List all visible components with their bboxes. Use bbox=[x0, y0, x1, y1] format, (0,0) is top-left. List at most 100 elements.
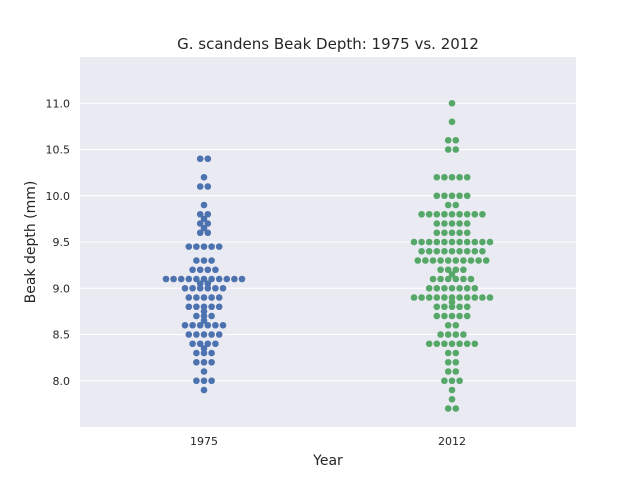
data-point-1975 bbox=[170, 275, 177, 283]
y-tick-label: 10.0 bbox=[46, 190, 71, 203]
data-point-2012 bbox=[437, 266, 444, 274]
data-point-2012 bbox=[456, 294, 463, 301]
data-point-1975 bbox=[200, 224, 208, 232]
data-point-1975 bbox=[196, 284, 204, 292]
data-point-2012 bbox=[429, 257, 437, 264]
data-point-2012 bbox=[441, 377, 448, 385]
data-point-1975 bbox=[204, 321, 212, 329]
data-point-1975 bbox=[193, 377, 200, 385]
data-point-2012 bbox=[448, 220, 456, 227]
data-point-2012 bbox=[444, 349, 452, 357]
data-point-1975 bbox=[200, 173, 208, 181]
data-point-1975 bbox=[208, 243, 215, 250]
data-point-2012 bbox=[452, 257, 460, 264]
data-point-1975 bbox=[181, 321, 189, 329]
data-point-1975 bbox=[212, 340, 219, 348]
data-point-2012 bbox=[448, 229, 456, 237]
data-point-1975 bbox=[200, 201, 208, 209]
data-point-1975 bbox=[204, 183, 212, 190]
data-point-2012 bbox=[448, 386, 456, 394]
data-point-1975 bbox=[196, 340, 204, 348]
data-point-2012 bbox=[414, 257, 422, 264]
data-point-1975 bbox=[204, 266, 212, 274]
data-point-2012 bbox=[456, 229, 463, 237]
data-point-2012 bbox=[444, 368, 452, 375]
data-point-2012 bbox=[463, 210, 471, 218]
data-point-1975 bbox=[208, 312, 215, 320]
data-point-2012 bbox=[448, 284, 456, 292]
data-point-1975 bbox=[219, 284, 227, 292]
data-point-1975 bbox=[189, 284, 196, 292]
data-point-2012 bbox=[441, 312, 448, 320]
data-point-2012 bbox=[444, 266, 452, 274]
data-point-1975 bbox=[212, 321, 219, 329]
data-point-2012 bbox=[441, 229, 448, 237]
data-point-1975 bbox=[215, 303, 223, 311]
data-point-2012 bbox=[471, 238, 479, 246]
data-point-2012 bbox=[452, 331, 460, 338]
data-point-1975 bbox=[204, 340, 212, 348]
data-point-2012 bbox=[452, 201, 460, 209]
data-point-1975 bbox=[196, 229, 204, 237]
data-point-1975 bbox=[185, 275, 193, 283]
data-point-2012 bbox=[433, 303, 441, 311]
data-point-2012 bbox=[463, 247, 471, 255]
data-point-2012 bbox=[418, 238, 425, 246]
data-point-2012 bbox=[448, 340, 456, 348]
data-point-2012 bbox=[418, 247, 425, 255]
data-point-1975 bbox=[196, 183, 204, 190]
data-point-1975 bbox=[162, 275, 170, 283]
data-point-2012 bbox=[448, 395, 456, 403]
y-tick-label: 8.5 bbox=[53, 329, 71, 342]
data-point-1975 bbox=[193, 312, 200, 320]
grid-lines bbox=[80, 102, 576, 382]
data-point-1975 bbox=[219, 321, 227, 329]
data-point-2012 bbox=[463, 192, 471, 200]
data-point-2012 bbox=[448, 303, 456, 311]
data-point-2012 bbox=[425, 238, 433, 246]
data-point-1975 bbox=[208, 257, 215, 264]
data-point-2012 bbox=[433, 220, 441, 227]
data-point-2012 bbox=[463, 294, 471, 301]
data-point-2012 bbox=[452, 275, 460, 283]
data-point-2012 bbox=[448, 377, 456, 385]
data-point-2012 bbox=[410, 238, 418, 246]
data-point-2012 bbox=[456, 220, 463, 227]
data-point-2012 bbox=[444, 331, 452, 338]
data-point-2012 bbox=[433, 247, 441, 255]
data-point-2012 bbox=[433, 229, 441, 237]
data-point-1975 bbox=[200, 294, 208, 301]
data-point-1975 bbox=[204, 220, 212, 227]
data-point-2012 bbox=[448, 173, 456, 181]
data-point-1975 bbox=[196, 210, 204, 218]
x-tick-labels: 1975 2012 bbox=[190, 435, 466, 448]
data-point-1975 bbox=[231, 275, 238, 283]
data-point-2012 bbox=[425, 284, 433, 292]
data-point-1975 bbox=[208, 294, 215, 301]
data-point-1975 bbox=[189, 321, 196, 329]
data-point-2012 bbox=[444, 201, 452, 209]
data-point-2012 bbox=[471, 294, 479, 301]
data-point-1975 bbox=[193, 331, 200, 338]
data-point-1975 bbox=[208, 358, 215, 366]
data-point-1975 bbox=[204, 284, 212, 292]
data-point-1975 bbox=[196, 155, 204, 163]
data-point-1975 bbox=[193, 303, 200, 311]
data-point-2012 bbox=[479, 210, 486, 218]
data-point-2012 bbox=[452, 266, 460, 274]
data-point-2012 bbox=[460, 275, 467, 283]
data-point-1975 bbox=[208, 303, 215, 311]
data-point-2012 bbox=[463, 229, 471, 237]
data-point-1975 bbox=[193, 275, 200, 283]
y-axis-label: Beak depth (mm) bbox=[23, 181, 39, 304]
data-point-2012 bbox=[433, 312, 441, 320]
data-point-1975 bbox=[238, 275, 246, 283]
data-point-2012 bbox=[452, 136, 460, 144]
data-point-2012 bbox=[448, 247, 456, 255]
data-point-1975 bbox=[200, 377, 208, 385]
data-point-2012 bbox=[486, 238, 494, 246]
data-point-2012 bbox=[441, 294, 448, 301]
data-point-2012 bbox=[463, 340, 471, 348]
chart-title: G. scandens Beak Depth: 1975 vs. 2012 bbox=[177, 35, 479, 53]
